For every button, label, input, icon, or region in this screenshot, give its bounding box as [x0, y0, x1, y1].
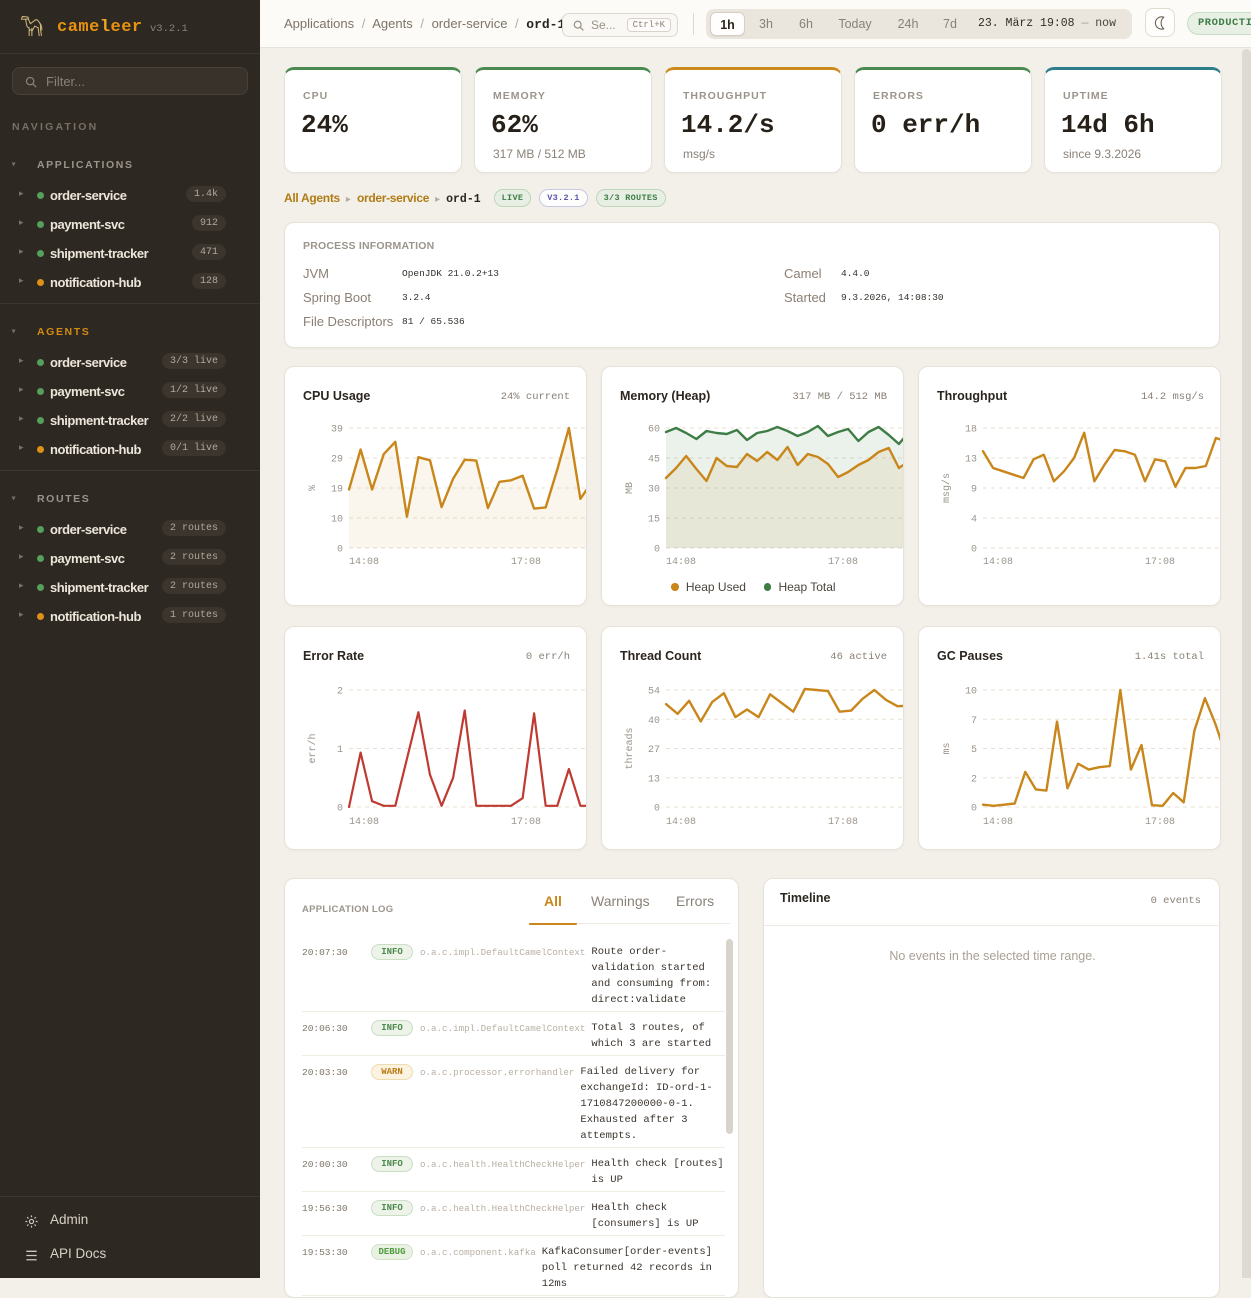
svg-text:0: 0 [971, 545, 977, 556]
svg-text:10: 10 [331, 515, 343, 526]
svg-text:14:08: 14:08 [666, 817, 696, 828]
svg-text:0: 0 [337, 545, 343, 556]
svg-text:17:08: 17:08 [1145, 817, 1175, 828]
svg-text:17:08: 17:08 [1145, 557, 1175, 568]
svg-text:2: 2 [971, 774, 977, 785]
svg-text:Throughput: Throughput [937, 389, 1008, 403]
svg-text:54: 54 [648, 687, 660, 698]
svg-text:14:08: 14:08 [983, 557, 1013, 568]
svg-text:0: 0 [654, 545, 660, 556]
svg-text:7: 7 [971, 716, 977, 727]
svg-text:9: 9 [971, 485, 977, 496]
svg-text:14.2 msg/s: 14.2 msg/s [1141, 391, 1204, 403]
svg-text:CPU Usage: CPU Usage [303, 389, 370, 403]
svg-text:30: 30 [648, 485, 660, 496]
svg-text:2: 2 [337, 687, 343, 698]
svg-text:1.41s total: 1.41s total [1135, 651, 1204, 663]
svg-text:15: 15 [648, 515, 660, 526]
svg-text:14:08: 14:08 [349, 557, 379, 568]
svg-text:0: 0 [971, 804, 977, 815]
svg-text:27: 27 [648, 745, 660, 756]
svg-text:14:08: 14:08 [983, 817, 1013, 828]
svg-text:msg/s: msg/s [941, 473, 953, 503]
svg-text:MB: MB [625, 482, 636, 494]
svg-text:19: 19 [331, 485, 343, 496]
svg-text:1: 1 [337, 745, 343, 756]
svg-text:%: % [308, 485, 319, 491]
svg-text:5: 5 [971, 745, 977, 756]
svg-text:29: 29 [331, 455, 343, 466]
svg-text:Memory (Heap): Memory (Heap) [620, 389, 710, 403]
svg-text:317 MB / 512 MB: 317 MB / 512 MB [792, 391, 887, 403]
svg-text:17:08: 17:08 [511, 557, 541, 568]
svg-text:18: 18 [965, 425, 977, 436]
svg-text:45: 45 [648, 455, 660, 466]
svg-text:threads: threads [624, 727, 636, 769]
svg-text:Error Rate: Error Rate [303, 649, 364, 663]
svg-text:17:08: 17:08 [828, 557, 858, 568]
svg-text:14:08: 14:08 [349, 817, 379, 828]
svg-text:ms: ms [942, 742, 953, 754]
svg-text:60: 60 [648, 425, 660, 436]
svg-text:GC Pauses: GC Pauses [937, 649, 1003, 663]
svg-text:39: 39 [331, 425, 343, 436]
svg-text:0 err/h: 0 err/h [526, 651, 570, 663]
svg-text:13: 13 [965, 455, 977, 466]
svg-text:0: 0 [654, 804, 660, 815]
svg-text:24% current: 24% current [501, 391, 570, 403]
svg-text:14:08: 14:08 [666, 557, 696, 568]
svg-text:40: 40 [648, 716, 660, 727]
svg-text:10: 10 [965, 687, 977, 698]
svg-text:17:08: 17:08 [828, 817, 858, 828]
svg-text:4: 4 [971, 515, 977, 526]
svg-text:46 active: 46 active [830, 651, 887, 663]
svg-text:Thread Count: Thread Count [620, 649, 702, 663]
svg-text:err/h: err/h [307, 733, 319, 763]
svg-text:13: 13 [648, 774, 660, 785]
svg-text:0: 0 [337, 804, 343, 815]
svg-text:17:08: 17:08 [511, 817, 541, 828]
